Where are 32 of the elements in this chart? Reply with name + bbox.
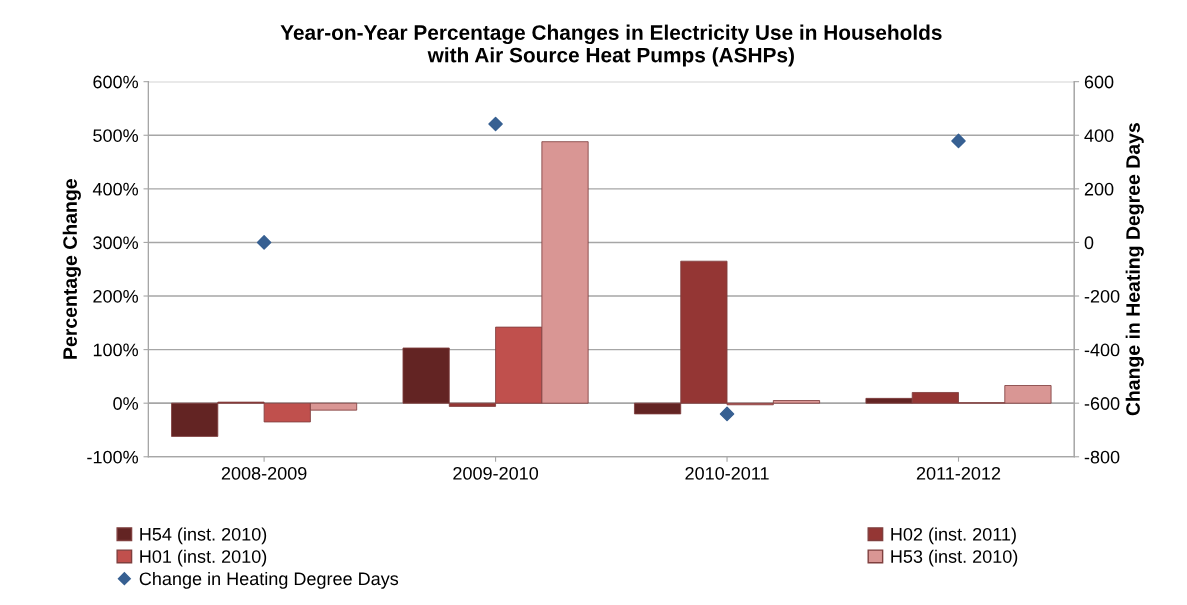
y2-tick-label: -600	[1084, 397, 1120, 410]
point	[488, 116, 503, 132]
y-tick-label: 100%	[93, 343, 139, 357]
y2-tick-label: 200	[1084, 182, 1114, 196]
y2-tick-label: -400	[1084, 343, 1120, 357]
point	[256, 235, 272, 250]
legend-label: H02 (inst. 2011)	[891, 527, 1016, 545]
x-tick-label: 2010-2011	[685, 466, 769, 480]
y-tick-label: 600%	[93, 75, 139, 89]
y-tick-label: 400%	[92, 182, 139, 196]
y-axis-title: Percentage Change	[62, 179, 81, 359]
y-tick-label: 300%	[93, 236, 139, 250]
point	[719, 406, 735, 422]
y-tick-label: 0%	[113, 397, 139, 410]
y2-axis-title: Change in Heating Degree Days	[1125, 123, 1144, 416]
legend-label: H01 (inst. 2010)	[140, 549, 267, 567]
point	[951, 133, 966, 149]
y2-tick-label: 400	[1084, 129, 1114, 142]
y2-tick-label: 0	[1084, 236, 1094, 250]
y2-tick-label: -800	[1084, 450, 1120, 464]
legend-label: Change in Heating Degree Days	[139, 571, 399, 589]
x-tick-label: 2009-2010	[453, 466, 539, 480]
y-tick-label: -100%	[87, 450, 139, 464]
y-tick-label: 200%	[93, 289, 139, 303]
y2-tick-label: -200	[1084, 289, 1120, 303]
legend-label: H54 (inst. 2010)	[140, 527, 267, 545]
legend-label: H53 (inst. 2010)	[891, 549, 1018, 567]
y2-tick-label: 600	[1084, 75, 1114, 89]
y-tick-label: 500%	[93, 129, 139, 142]
chart-title: Year-on-Year Percentage Changes in Electricity Use in Households with Air Source Heat Pumps (ASHPs)	[280, 24, 942, 67]
x-tick-label: 2011-2012	[916, 466, 1001, 480]
x-tick-label: 2008-2009	[221, 466, 307, 480]
